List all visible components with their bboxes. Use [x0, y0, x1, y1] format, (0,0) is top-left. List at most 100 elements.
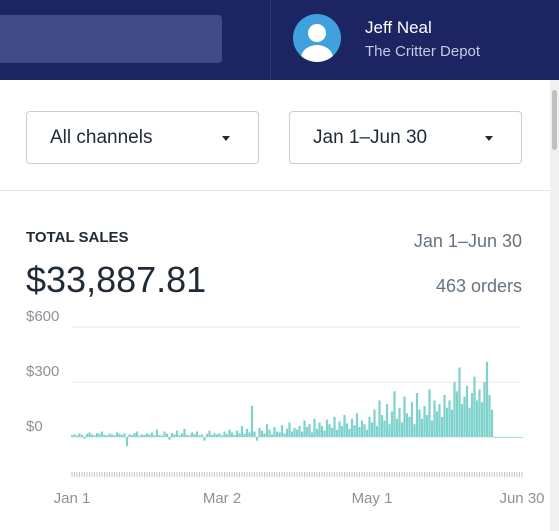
channel-dropdown[interactable]: All channels	[26, 111, 259, 164]
bar	[115, 432, 119, 438]
bar	[478, 389, 481, 438]
scrollbar[interactable]	[550, 80, 559, 531]
bar	[328, 424, 331, 438]
bar	[450, 409, 454, 438]
bar	[228, 429, 231, 438]
bar	[475, 400, 479, 438]
bar	[333, 416, 336, 438]
bar	[283, 433, 286, 438]
bar	[83, 437, 86, 439]
store-name: The Critter Depot	[365, 43, 481, 60]
bar	[443, 394, 446, 438]
bar	[353, 425, 356, 438]
bar	[158, 434, 161, 438]
bar	[118, 433, 121, 438]
bar	[93, 435, 96, 438]
bar	[360, 420, 364, 438]
bar	[493, 437, 496, 438]
bar	[285, 428, 289, 438]
bar	[128, 434, 131, 438]
bar	[470, 393, 474, 438]
bar	[133, 432, 136, 438]
x-tick-label: May 1	[352, 490, 393, 507]
bar	[378, 400, 381, 438]
bar	[85, 433, 89, 438]
bar	[100, 431, 104, 438]
bar	[518, 437, 521, 438]
bar	[388, 424, 391, 438]
bar	[208, 430, 211, 438]
bar	[138, 435, 141, 438]
bar	[350, 418, 354, 438]
bar	[218, 433, 221, 438]
bar	[490, 409, 494, 438]
bar	[155, 429, 159, 438]
bar	[275, 431, 279, 438]
bar	[410, 402, 414, 438]
bar	[75, 435, 79, 438]
bar	[135, 431, 139, 438]
bar	[318, 422, 321, 438]
bar	[315, 428, 319, 438]
bar	[433, 400, 436, 438]
separator	[0, 190, 559, 191]
bar	[400, 422, 404, 438]
bar	[513, 437, 516, 438]
bar	[415, 393, 419, 438]
bar	[130, 435, 134, 438]
bar	[255, 437, 259, 441]
bar	[463, 396, 466, 438]
date-dropdown[interactable]: Jan 1–Jun 30	[289, 111, 522, 164]
bar	[220, 435, 224, 438]
bar	[148, 434, 151, 438]
user-name[interactable]: Jeff Neal	[365, 18, 432, 37]
bar	[340, 426, 344, 438]
bar	[295, 429, 299, 438]
bar	[380, 415, 384, 438]
bar	[145, 433, 149, 438]
bar	[435, 411, 439, 438]
bar	[173, 434, 176, 438]
bar	[103, 434, 106, 438]
y-tick-label: $300	[26, 363, 59, 380]
bar	[330, 427, 334, 438]
total-amount: $33,887.81	[26, 259, 207, 300]
bar	[260, 430, 264, 438]
bar	[363, 424, 366, 438]
avatar[interactable]	[293, 14, 341, 62]
bar	[358, 426, 361, 438]
x-tick-label: Jan 1	[54, 490, 91, 507]
bar	[90, 434, 94, 438]
bar	[230, 432, 234, 438]
bar	[238, 433, 241, 438]
bar	[300, 431, 304, 438]
bar	[80, 434, 84, 438]
search-bar[interactable]	[0, 15, 222, 63]
bar	[168, 437, 171, 440]
bar	[405, 413, 409, 438]
bar	[95, 432, 99, 438]
bar	[370, 422, 374, 438]
bar	[420, 418, 424, 438]
bar	[473, 376, 476, 438]
chart: $0 $300 $600 Jan 1 Mar 2 May 1 Jun 30	[26, 308, 545, 507]
date-range: Jan 1–Jun 30	[413, 231, 522, 251]
divider	[270, 0, 271, 80]
bar	[448, 400, 451, 438]
bar	[290, 431, 294, 438]
bar	[418, 409, 421, 438]
bar	[505, 437, 509, 438]
bar	[488, 394, 491, 438]
bar	[495, 437, 499, 438]
bar	[88, 432, 91, 438]
bar	[303, 420, 306, 438]
bar	[480, 402, 484, 438]
bar	[183, 428, 186, 438]
bar	[215, 434, 219, 438]
bar	[423, 405, 426, 438]
dropdown-label: All channels	[50, 127, 153, 148]
x-tick-label: Mar 2	[203, 490, 241, 507]
bar	[143, 434, 146, 438]
bar	[268, 429, 271, 438]
bar	[190, 432, 194, 438]
